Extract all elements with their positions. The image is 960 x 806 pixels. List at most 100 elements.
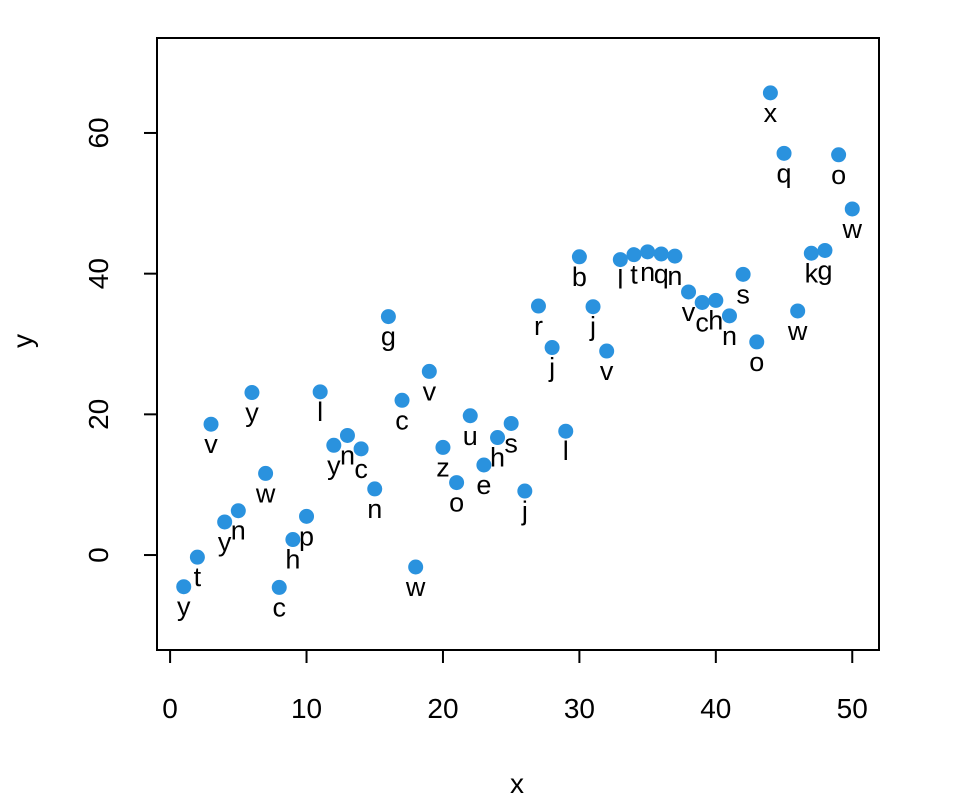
point-label: j (589, 312, 596, 342)
data-point (817, 242, 833, 258)
point-label: c (395, 405, 409, 435)
point-label: x (764, 98, 778, 128)
point-label: v (204, 429, 218, 459)
point-label: t (630, 260, 638, 290)
point-label: j (521, 496, 528, 526)
data-point (408, 559, 424, 575)
point-label: l (617, 265, 623, 295)
point-label: w (842, 214, 863, 244)
point-label: n (722, 321, 737, 351)
point-label: r (534, 311, 543, 341)
data-point (762, 85, 778, 101)
point-label: y (177, 592, 191, 622)
data-point (367, 481, 383, 497)
data-point (558, 423, 574, 439)
data-point (844, 201, 860, 217)
data-point (571, 249, 587, 265)
data-point (667, 248, 683, 264)
point-label: h (285, 545, 300, 575)
data-point (599, 343, 615, 359)
data-point (708, 292, 724, 308)
data-point (312, 384, 328, 400)
y-tick-label: 0 (83, 547, 114, 563)
data-point (640, 244, 656, 260)
x-axis-label: x (510, 768, 524, 799)
point-label: v (423, 376, 437, 406)
data-point (449, 475, 465, 491)
data-point (244, 385, 260, 401)
point-label: o (831, 160, 846, 190)
point-label: l (317, 397, 323, 427)
point-label: n (367, 494, 382, 524)
point-label: p (299, 521, 314, 551)
data-point (790, 303, 806, 319)
data-point (258, 465, 274, 481)
point-label: o (449, 488, 464, 518)
point-label: n (231, 516, 246, 546)
data-point (517, 483, 533, 499)
data-point (435, 439, 451, 455)
y-tick-label: 60 (83, 117, 114, 148)
data-point (735, 266, 751, 282)
point-label: h (490, 443, 505, 473)
point-label: u (463, 421, 478, 451)
y-tick-label: 20 (83, 399, 114, 430)
data-point (203, 416, 219, 432)
point-label: g (817, 255, 832, 285)
data-point (380, 309, 396, 325)
point-label: y (218, 527, 232, 557)
data-point (462, 408, 478, 424)
point-label: w (255, 478, 276, 508)
point-label: s (504, 428, 518, 458)
y-tick-label: 40 (83, 258, 114, 289)
data-point (230, 503, 246, 519)
data-point (189, 549, 205, 565)
point-label: q (654, 259, 669, 289)
plot-frame (156, 37, 880, 651)
point-label: g (381, 322, 396, 352)
point-label: c (695, 307, 709, 337)
point-label: o (749, 347, 764, 377)
data-point (694, 294, 710, 310)
point-label: n (340, 440, 355, 470)
data-point (299, 508, 315, 524)
point-label: c (272, 592, 286, 622)
y-axis-label: y (7, 334, 38, 348)
point-label: v (600, 356, 614, 386)
data-point (339, 427, 355, 443)
point-label: k (805, 258, 819, 288)
data-point (626, 247, 642, 263)
data-point (394, 392, 410, 408)
point-label: c (354, 454, 368, 484)
point-label: z (436, 452, 450, 482)
data-point (544, 340, 560, 356)
data-point (326, 437, 342, 453)
x-tick-label: 0 (162, 693, 178, 724)
x-tick-label: 40 (700, 693, 731, 724)
x-tick-label: 30 (564, 693, 595, 724)
data-point (776, 145, 792, 161)
point-label: j (548, 353, 555, 383)
data-point (681, 284, 697, 300)
data-points (176, 85, 860, 595)
data-point (217, 514, 233, 530)
data-point (653, 246, 669, 262)
data-point (490, 430, 506, 446)
point-label: v (682, 297, 696, 327)
data-point (585, 299, 601, 315)
point-label: y (327, 450, 341, 480)
x-tick-label: 50 (837, 693, 868, 724)
point-label: e (476, 470, 491, 500)
data-point (831, 147, 847, 163)
point-label: n (640, 257, 655, 287)
point-label: h (708, 305, 723, 335)
y-axis: 0 20 40 60 (83, 117, 158, 563)
data-point (176, 579, 192, 595)
data-point (271, 579, 287, 595)
data-point (285, 532, 301, 548)
data-point (749, 334, 765, 350)
point-label: b (572, 262, 587, 292)
data-point (530, 298, 546, 314)
data-point (503, 415, 519, 431)
